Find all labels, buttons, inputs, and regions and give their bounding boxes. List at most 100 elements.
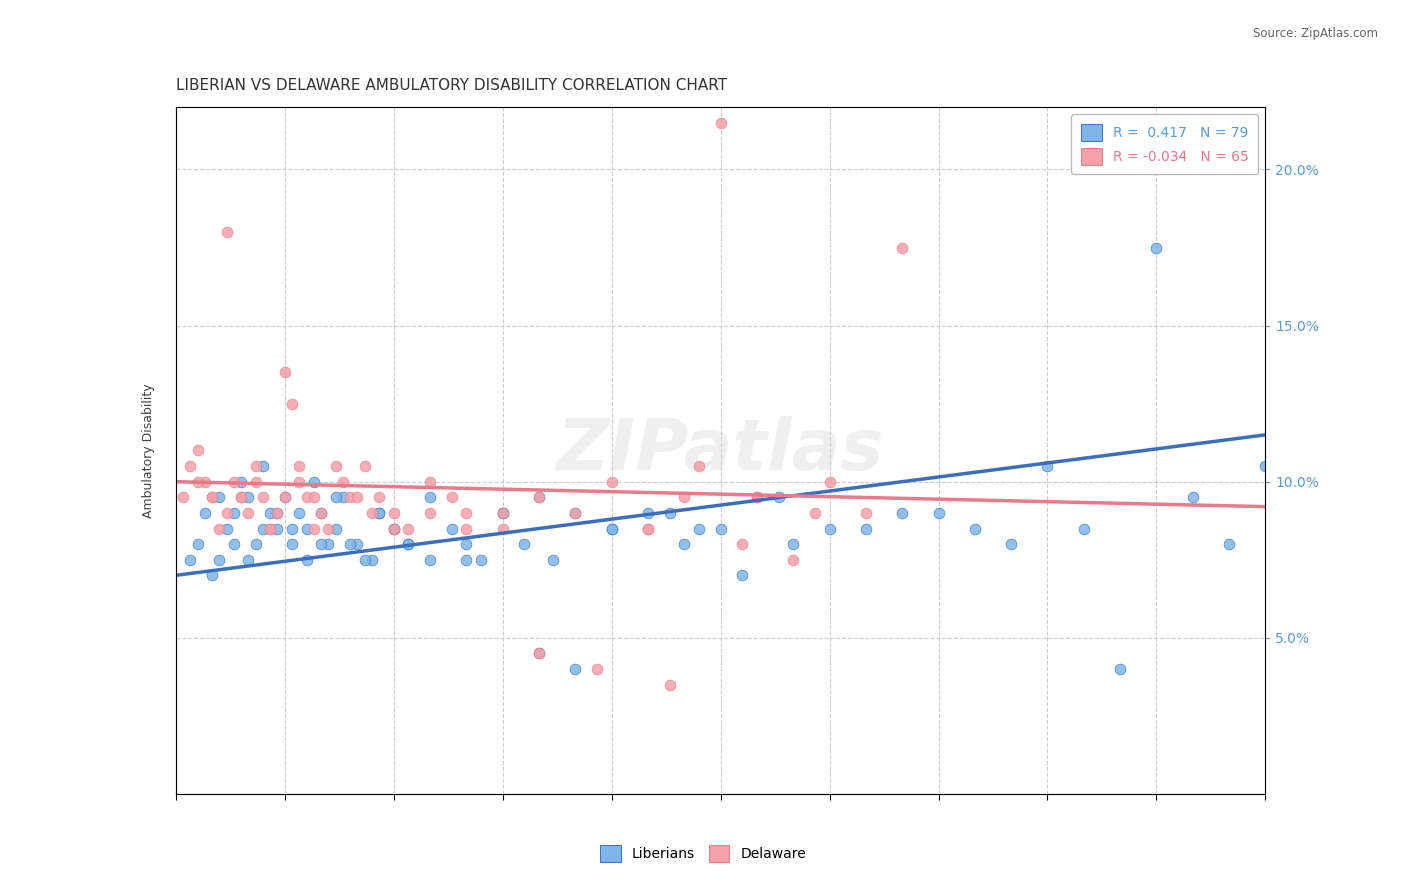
Point: [382, 521, 405, 535]
Point: [396, 537, 419, 551]
Point: [419, 490, 441, 504]
Point: [1254, 458, 1277, 473]
Point: [208, 490, 231, 504]
Point: [325, 490, 347, 504]
Point: [527, 490, 550, 504]
Point: [281, 537, 304, 551]
Point: [231, 490, 253, 504]
Point: [527, 490, 550, 504]
Point: [382, 521, 405, 535]
Point: [637, 506, 659, 520]
Point: [804, 506, 827, 520]
Point: [492, 506, 515, 520]
Point: [710, 115, 733, 129]
Point: [238, 506, 260, 520]
Point: [855, 521, 877, 535]
Point: [208, 521, 231, 535]
Point: [382, 521, 405, 535]
Point: [281, 396, 304, 410]
Point: [586, 662, 609, 676]
Point: [259, 521, 281, 535]
Point: [266, 506, 288, 520]
Point: [245, 475, 267, 489]
Point: [1073, 521, 1095, 535]
Point: [266, 506, 288, 520]
Point: [353, 458, 375, 473]
Point: [252, 521, 274, 535]
Point: [396, 521, 419, 535]
Point: [673, 537, 696, 551]
Point: [440, 490, 463, 504]
Point: [274, 490, 297, 504]
Point: [332, 475, 354, 489]
Point: [658, 506, 681, 520]
Point: [456, 537, 478, 551]
Text: LIBERIAN VS DELAWARE AMBULATORY DISABILITY CORRELATION CHART: LIBERIAN VS DELAWARE AMBULATORY DISABILI…: [176, 78, 727, 94]
Point: [419, 506, 441, 520]
Point: [1036, 458, 1059, 473]
Point: [339, 537, 361, 551]
Legend: Liberians, Delaware: Liberians, Delaware: [595, 839, 811, 867]
Point: [600, 475, 623, 489]
Legend: R =  0.417   N = 79, R = -0.034   N = 65: R = 0.417 N = 79, R = -0.034 N = 65: [1071, 114, 1258, 174]
Point: [818, 521, 841, 535]
Point: [238, 552, 260, 567]
Point: [600, 521, 623, 535]
Point: [564, 506, 586, 520]
Point: [928, 506, 950, 520]
Point: [891, 506, 914, 520]
Point: [513, 537, 536, 551]
Point: [361, 552, 384, 567]
Point: [295, 552, 318, 567]
Point: [731, 537, 754, 551]
Point: [891, 240, 914, 255]
Point: [456, 552, 478, 567]
Point: [658, 678, 681, 692]
Point: [1218, 537, 1240, 551]
Point: [295, 521, 318, 535]
Point: [637, 521, 659, 535]
Point: [295, 490, 318, 504]
Point: [194, 475, 217, 489]
Point: [309, 506, 332, 520]
Point: [222, 475, 245, 489]
Point: [245, 537, 267, 551]
Point: [259, 521, 281, 535]
Point: [492, 506, 515, 520]
Point: [368, 506, 391, 520]
Point: [564, 662, 586, 676]
Point: [600, 521, 623, 535]
Point: [215, 521, 238, 535]
Point: [527, 646, 550, 660]
Point: [527, 646, 550, 660]
Point: [1181, 490, 1204, 504]
Y-axis label: Ambulatory Disability: Ambulatory Disability: [142, 384, 155, 517]
Point: [318, 537, 340, 551]
Point: [782, 537, 804, 551]
Point: [492, 506, 515, 520]
Point: [179, 458, 201, 473]
Point: [302, 490, 325, 504]
Point: [419, 552, 441, 567]
Point: [332, 490, 354, 504]
Point: [731, 568, 754, 582]
Point: [302, 521, 325, 535]
Point: [339, 490, 361, 504]
Text: ZIPatlas: ZIPatlas: [557, 416, 884, 485]
Point: [325, 458, 347, 473]
Point: [309, 537, 332, 551]
Point: [768, 490, 790, 504]
Point: [346, 537, 368, 551]
Point: [274, 490, 297, 504]
Point: [745, 490, 768, 504]
Point: [361, 506, 384, 520]
Point: [252, 458, 274, 473]
Point: [186, 443, 209, 458]
Point: [231, 490, 253, 504]
Text: Source: ZipAtlas.com: Source: ZipAtlas.com: [1253, 27, 1378, 40]
Point: [1000, 537, 1022, 551]
Point: [543, 552, 565, 567]
Point: [288, 475, 311, 489]
Point: [186, 537, 209, 551]
Point: [201, 490, 224, 504]
